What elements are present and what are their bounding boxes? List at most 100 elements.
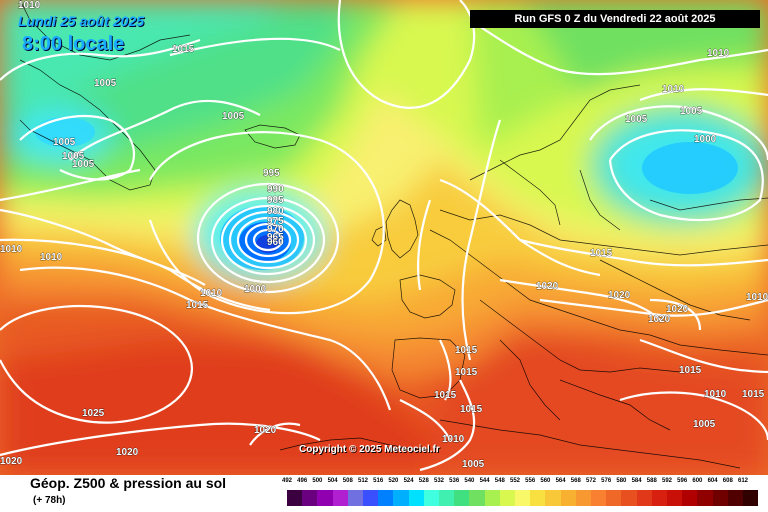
isobar-label: 1005 [462, 459, 485, 470]
legend-swatch [727, 490, 743, 506]
isobar-label: 1020 [116, 447, 139, 458]
isobar-label: 1000 [694, 134, 717, 145]
isobar-label: 1005 [693, 419, 716, 430]
legend-value: 560 [540, 478, 551, 484]
isobars [0, 0, 768, 472]
legend-swatch [499, 490, 515, 506]
isobar-label: 965 [267, 232, 284, 243]
isobar-label: 1015 [455, 345, 478, 356]
valid-time: 8:00 locale [22, 33, 125, 55]
isobar-label: 1020 [0, 456, 23, 467]
legend-value: 532 [433, 478, 444, 484]
legend-swatch [347, 490, 363, 506]
isobar-label: 1010 [662, 84, 685, 95]
legend-swatch [545, 490, 561, 506]
legend-value: 556 [525, 478, 536, 484]
isobar-label: 1010 [200, 288, 223, 299]
legend-swatch [606, 490, 622, 506]
legend-value: 544 [479, 478, 490, 484]
isobar-label: 970 [267, 224, 284, 235]
legend-value: 612 [737, 478, 748, 484]
legend-value: 552 [509, 478, 520, 484]
footer-bar: Géop. Z500 & pression au sol (+ 78h) 492… [0, 475, 768, 512]
legend-swatch [363, 490, 379, 506]
legend-value: 548 [494, 478, 505, 484]
parameter-title: Géop. Z500 & pression au sol [30, 475, 227, 491]
legend-value: 500 [312, 478, 323, 484]
isobar-label: 1010 [40, 252, 63, 263]
run-info: Run GFS 0 Z du Vendredi 22 août 2025 [470, 10, 760, 28]
legend-swatch [515, 490, 531, 506]
isobar-label: 1000 [244, 284, 267, 295]
legend-swatch [575, 490, 591, 506]
legend-swatch [302, 490, 318, 506]
legend-swatch [408, 490, 424, 506]
isobar-label: 1005 [625, 114, 648, 125]
isobar-label: 1015 [679, 365, 702, 376]
legend-value: 608 [722, 478, 733, 484]
isobar-label: 1015 [590, 248, 613, 259]
isobar-label: 1005 [94, 78, 117, 89]
isobar-label: 1005 [222, 111, 245, 122]
legend-value: 592 [661, 478, 672, 484]
legend-swatch [621, 490, 637, 506]
weather-map: 1010 1015 1005 1005 1005 1005 1005 995 9… [0, 0, 768, 475]
legend-value: 604 [707, 478, 718, 484]
legend-value: 568 [570, 478, 581, 484]
isobar-label: 1020 [666, 304, 689, 315]
isobar-label: 980 [267, 206, 284, 217]
legend-swatch [469, 490, 485, 506]
isobar-label: 960 [267, 237, 284, 248]
color-legend: 492 496 500 504 508 512 516 520 524 528 532 536 540 5… [281, 478, 759, 508]
isobar-label: 990 [267, 184, 284, 195]
legend-swatch [423, 490, 439, 506]
legend-swatch [287, 490, 303, 506]
legend-value: 508 [342, 478, 353, 484]
isobar-label: 975 [267, 216, 284, 227]
isobar-label: 1020 [648, 314, 671, 325]
legend-swatch [530, 490, 546, 506]
isobar-label: 1015 [460, 404, 483, 415]
isobar-label: 1015 [172, 44, 195, 55]
isobar-label: 1010 [0, 244, 23, 255]
isobar-label: 1005 [62, 151, 85, 162]
legend-swatch [697, 490, 713, 506]
isobar-label: 1020 [536, 281, 559, 292]
legend-swatch [454, 490, 470, 506]
legend-value: 536 [449, 478, 460, 484]
legend-value: 572 [585, 478, 596, 484]
isobar-label: 1005 [72, 159, 95, 170]
legend-swatch [439, 490, 455, 506]
legend-value: 584 [631, 478, 642, 484]
isobar-label: 1005 [680, 106, 703, 117]
isobar-labels: 1010 1015 1005 1005 1005 1005 1005 995 9… [0, 0, 768, 470]
legend-swatch [636, 490, 652, 506]
legend-value: 564 [555, 478, 566, 484]
legend-swatch [332, 490, 348, 506]
legend-value: 600 [692, 478, 703, 484]
isobar-label: 1020 [608, 290, 631, 301]
isobar-label: 1015 [742, 389, 765, 400]
legend-value: 512 [357, 478, 368, 484]
legend-value: 520 [388, 478, 399, 484]
legend-value: 596 [677, 478, 688, 484]
legend-swatch [667, 490, 683, 506]
map-canvas: 1010 1015 1005 1005 1005 1005 1005 995 9… [0, 0, 768, 475]
isobar-label: 1010 [704, 389, 727, 400]
legend-swatch [317, 490, 333, 506]
legend-swatch [712, 490, 728, 506]
legend-value: 580 [616, 478, 627, 484]
isobar-label: 1020 [254, 425, 277, 436]
isobar-label: 1010 [707, 48, 730, 59]
legend-swatch [378, 490, 394, 506]
lead-time: (+ 78h) [33, 495, 66, 506]
legend-swatch [682, 490, 698, 506]
legend-value: 496 [297, 478, 308, 484]
legend-swatch [743, 490, 759, 506]
legend-value: 516 [373, 478, 384, 484]
legend-swatch [591, 490, 607, 506]
isobar-label: 1010 [18, 0, 41, 11]
legend-value: 504 [327, 478, 338, 484]
legend-value: 492 [281, 478, 292, 484]
legend-swatch [560, 490, 576, 506]
